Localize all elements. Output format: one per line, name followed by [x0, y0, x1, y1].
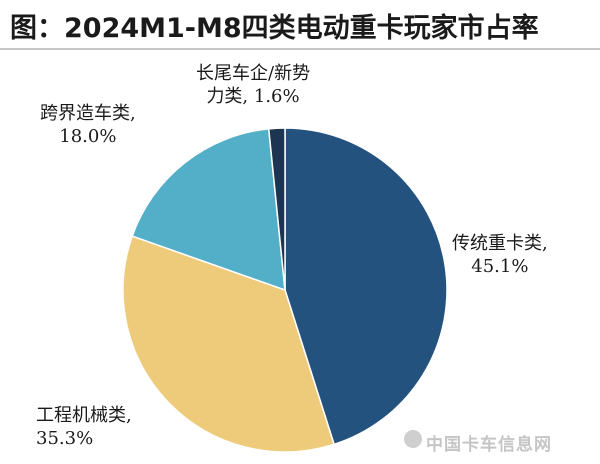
- pie-slice-1: [122, 235, 336, 453]
- watermark-icon: [404, 430, 422, 448]
- label-engineering: 工程机械类, 35.3%: [36, 404, 132, 450]
- pie-slice-0: [284, 127, 448, 446]
- label-longtail: 长尾车企/新势 力类, 1.6%: [196, 62, 310, 108]
- label-traditional-line2: 45.1%: [471, 256, 529, 277]
- label-engineering-line2: 35.3%: [36, 428, 94, 449]
- label-crossover-line1: 跨界造车类,: [40, 103, 136, 124]
- pie-slice-2: [131, 127, 286, 292]
- title-divider: [0, 48, 600, 50]
- label-longtail-line2: 力类, 1.6%: [206, 86, 300, 107]
- label-crossover: 跨界造车类, 18.0%: [40, 102, 136, 148]
- label-engineering-line1: 工程机械类,: [36, 405, 132, 426]
- pie-slice-3: [267, 127, 286, 291]
- label-crossover-line2: 18.0%: [59, 126, 117, 147]
- label-longtail-line1: 长尾车企/新势: [196, 63, 311, 84]
- watermark: 中国卡车信息网: [426, 435, 552, 455]
- chart-title: 图：2024M1-M8四类电动重卡玩家市占率: [10, 13, 539, 44]
- label-traditional: 传统重卡类, 45.1%: [452, 232, 548, 278]
- label-traditional-line1: 传统重卡类,: [452, 233, 548, 254]
